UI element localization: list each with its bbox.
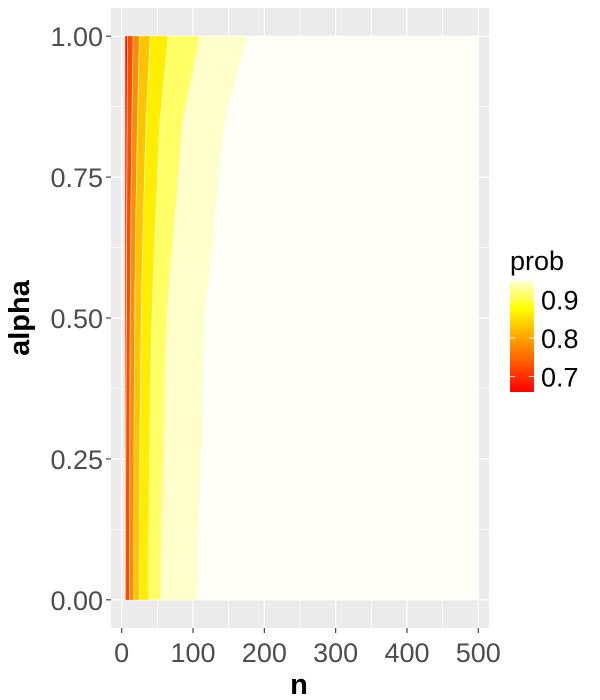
x-tick-label: 100 bbox=[170, 638, 215, 668]
y-tick-label: 0.00 bbox=[50, 586, 103, 616]
legend-title: prob bbox=[510, 246, 564, 276]
heatmap-fill bbox=[125, 36, 479, 600]
y-tick-label: 0.25 bbox=[50, 445, 103, 475]
contour-line-0.75 bbox=[129, 36, 134, 600]
contour-line-0.9 bbox=[148, 36, 169, 600]
y-axis-title: alpha bbox=[4, 279, 36, 356]
heat-band-1 bbox=[125, 36, 134, 600]
contour-line-0.95 bbox=[160, 36, 201, 600]
x-tick-label: 400 bbox=[384, 638, 429, 668]
legend-tick-label: 0.9 bbox=[541, 285, 579, 315]
y-tick-label: 1.00 bbox=[50, 22, 103, 52]
legend-ticks: 0.7 0.8 0.9 bbox=[510, 285, 579, 393]
y-tick-label: 0.50 bbox=[50, 304, 103, 334]
contour-line-0.8 bbox=[133, 36, 140, 600]
legend-tick-label: 0.8 bbox=[541, 324, 579, 354]
x-tick-label: 0 bbox=[114, 638, 129, 668]
y-tick-label: 0.75 bbox=[50, 163, 103, 193]
heat-band-0 bbox=[125, 36, 128, 600]
legend-colorbar bbox=[510, 280, 534, 392]
x-axis-ticks: 0 100 200 300 400 500 bbox=[114, 628, 501, 668]
x-tick-label: 200 bbox=[242, 638, 287, 668]
legend-tick-label: 0.7 bbox=[541, 363, 579, 393]
x-tick-label: 300 bbox=[313, 638, 358, 668]
contour-line-0.85 bbox=[139, 36, 151, 600]
y-axis-ticks: 0.00 0.25 0.50 0.75 1.00 bbox=[50, 22, 111, 616]
x-axis-title: n bbox=[290, 669, 308, 700]
legend: prob 0.7 0.8 0.9 bbox=[510, 246, 579, 393]
x-tick-label: 500 bbox=[456, 638, 501, 668]
